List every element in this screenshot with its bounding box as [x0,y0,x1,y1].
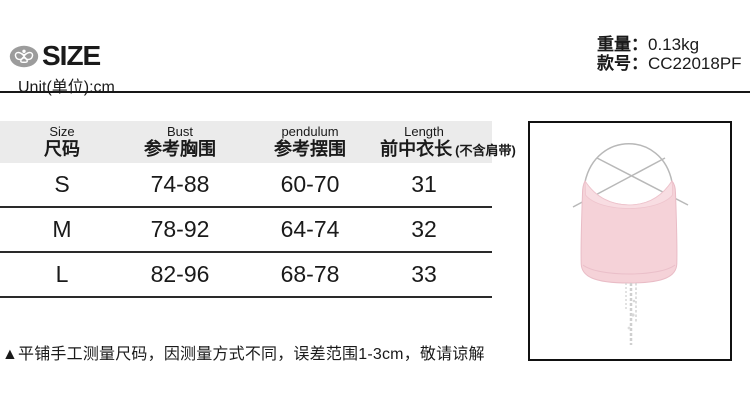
style-no-label: 款号： [597,54,648,73]
col-header-pendulum-zh: 参考摆围 [274,139,346,160]
cell-pendulum: 64-74 [280,216,340,242]
brand: SIZE [9,40,101,71]
col-header-size-zh: 尺码 [44,139,80,160]
cell-length: 31 [411,171,437,197]
cell-bust: 82-96 [150,261,210,287]
table-row-l: L 82-96 68-78 33 [0,253,492,298]
brand-ornament-icon [9,45,39,68]
col-header-size-en: Size [49,123,75,139]
col-header-bust-en: Bust [166,123,193,139]
col-header-length: Length 前中衣长 (不含肩带) [380,123,516,160]
col-header-size: Size 尺码 [0,123,124,160]
cell-pendulum: 68-78 [280,261,340,287]
page-title: SIZE [42,40,101,71]
style-no-value: CC22018PF [648,54,742,73]
cell-bust: 74-88 [150,171,210,197]
col-header-pendulum-en: pendulum [281,123,339,139]
col-header-bust: Bust 参考胸围 [124,123,236,160]
size-table: Size 尺码 Bust 参考胸围 pendulum 参考摆围 Length 前… [0,121,516,298]
weight-row: 重量：0.13kg [597,35,742,54]
product-meta: 重量：0.13kg 款号：CC22018PF [597,35,742,73]
camisole-illustration [572,143,689,345]
cell-pendulum: 60-70 [280,171,340,197]
col-header-length-en: Length [404,123,444,139]
col-header-length-zh: 前中衣长 [380,139,453,160]
camisole-hem [582,264,676,275]
cell-length: 32 [411,216,437,242]
col-header-pendulum: pendulum 参考摆围 [236,123,384,160]
product-photo [528,121,732,361]
weight-value: 0.13kg [648,35,700,54]
camisole-cowl-fold [584,179,674,209]
col-header-length-note: (不含肩带) [455,143,516,159]
table-row-m: M 78-92 64-74 32 [0,208,492,253]
cell-size: S [54,171,70,197]
col-header-bust-zh: 参考胸围 [144,139,216,160]
cell-size: L [55,261,69,287]
style-no-row: 款号：CC22018PF [597,54,742,73]
weight-label: 重量： [597,35,648,54]
cell-length: 33 [411,261,437,287]
cell-bust: 78-92 [150,216,210,242]
table-header-row: Size 尺码 Bust 参考胸围 pendulum 参考摆围 Length 前… [0,121,516,163]
unit-label: Unit(单位):cm [18,79,115,96]
cell-size: M [52,216,72,242]
table-row-s: S 74-88 60-70 31 [0,163,492,208]
measurement-note: ▲平铺手工测量尺码，因测量方式不同，误差范围1-3cm，敬请谅解 [2,346,485,363]
header-divider [0,91,750,93]
chain-tassel [625,283,637,345]
